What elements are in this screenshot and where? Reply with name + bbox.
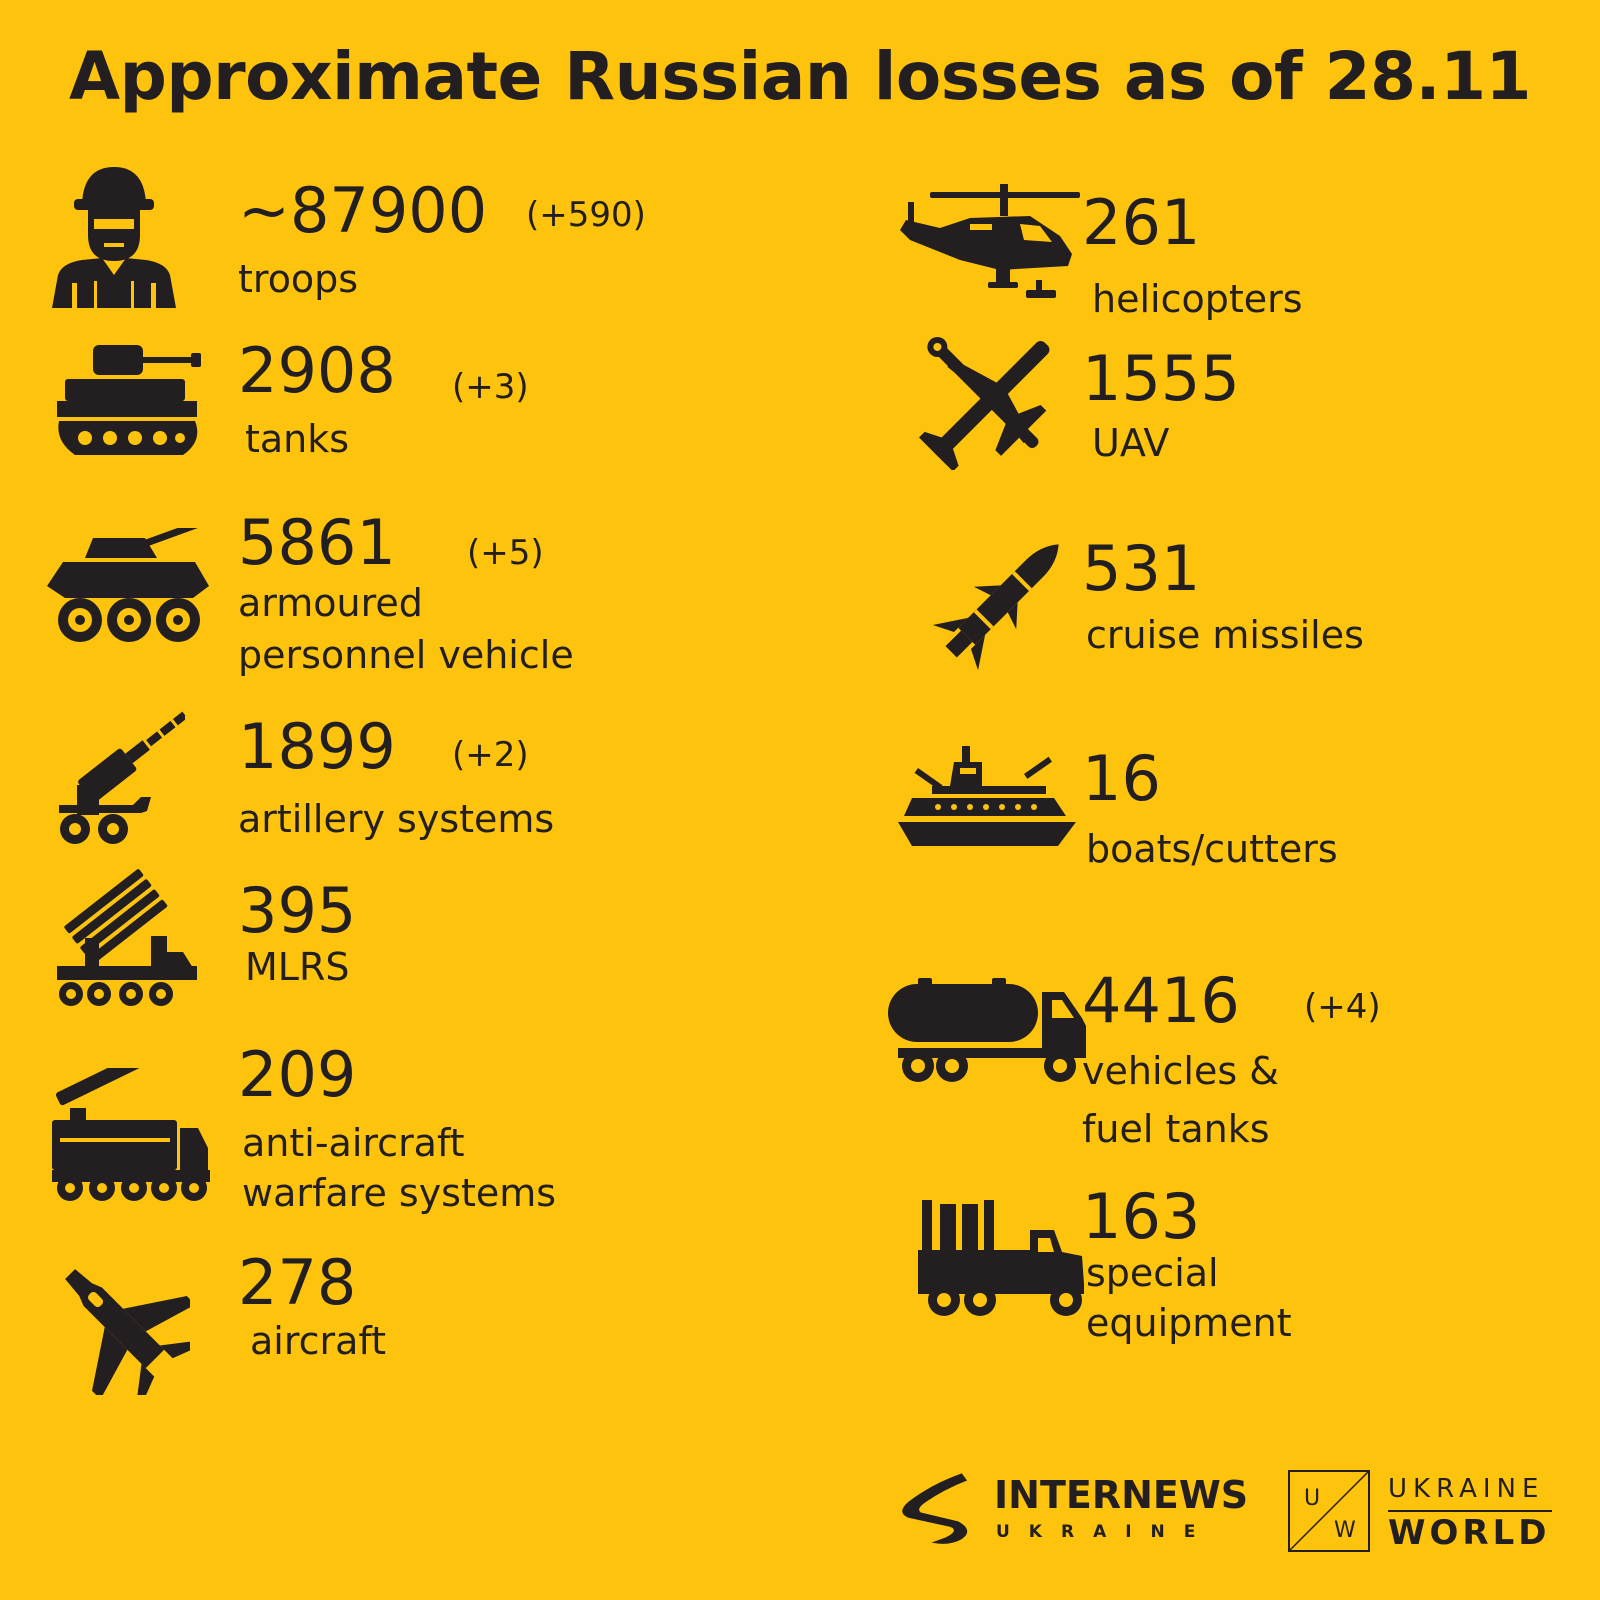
uw-logo-box: U W bbox=[1288, 1470, 1370, 1552]
special-value: 163 bbox=[1082, 1180, 1201, 1253]
internews-wordmark: INTERNEWS bbox=[994, 1473, 1249, 1517]
anti-aircraft-icon bbox=[52, 1068, 214, 1203]
anti-aircraft-value: 209 bbox=[238, 1038, 357, 1111]
artillery-icon bbox=[55, 705, 185, 847]
helicopters-label: helicopters bbox=[1092, 277, 1303, 321]
apc-icon bbox=[45, 528, 213, 648]
ukraine-world-logo: U W UKRAINE WORLD bbox=[1288, 1468, 1588, 1558]
apc-delta: (+5) bbox=[467, 533, 544, 573]
uav-label: UAV bbox=[1092, 421, 1170, 465]
uw-box-bottom-letter: W bbox=[1334, 1518, 1356, 1543]
tanks-value: 2908 bbox=[238, 334, 396, 407]
tanks-label: tanks bbox=[245, 417, 350, 461]
uav-value: 1555 bbox=[1082, 342, 1240, 415]
missile-icon bbox=[925, 538, 1065, 678]
special-label-line1: special bbox=[1086, 1251, 1219, 1295]
helicopter-icon bbox=[900, 180, 1080, 305]
uw-divider bbox=[1388, 1510, 1552, 1512]
uw-wordmark-top: UKRAINE bbox=[1388, 1474, 1545, 1504]
special-label-line2: equipment bbox=[1086, 1301, 1292, 1345]
aircraft-label: aircraft bbox=[250, 1319, 387, 1363]
internews-subtitle: UKRAINE bbox=[996, 1522, 1215, 1542]
soldier-icon bbox=[52, 163, 177, 308]
apc-label-line1: armoured bbox=[238, 581, 423, 625]
apc-value: 5861 bbox=[238, 506, 396, 579]
boats-label: boats/cutters bbox=[1086, 827, 1338, 871]
artillery-value: 1899 bbox=[238, 710, 396, 783]
page-title: Approximate Russian losses as of 28.11 bbox=[69, 38, 1531, 115]
troops-label: troops bbox=[238, 257, 359, 301]
artillery-label: artillery systems bbox=[238, 797, 555, 841]
vehicles-label-line2: fuel tanks bbox=[1082, 1107, 1270, 1151]
anti-aircraft-label-line2: warfare systems bbox=[242, 1171, 557, 1215]
anti-aircraft-label-line1: anti-aircraft bbox=[242, 1121, 465, 1165]
fuel-truck-icon bbox=[888, 978, 1088, 1086]
mlrs-label: MLRS bbox=[245, 945, 350, 989]
missiles-value: 531 bbox=[1082, 532, 1201, 605]
internews-swoosh-icon bbox=[902, 1473, 968, 1544]
tank-icon bbox=[55, 345, 203, 465]
vehicles-delta: (+4) bbox=[1304, 987, 1381, 1027]
helicopters-value: 261 bbox=[1082, 186, 1201, 259]
troops-value: ~87900 bbox=[238, 174, 488, 247]
boat-icon bbox=[898, 742, 1076, 862]
vehicles-value: 4416 bbox=[1082, 964, 1240, 1037]
aircraft-value: 278 bbox=[238, 1246, 357, 1319]
boats-value: 16 bbox=[1082, 742, 1161, 815]
troops-delta: (+590) bbox=[526, 195, 646, 235]
missiles-label: cruise missiles bbox=[1086, 613, 1364, 657]
apc-label-line2: personnel vehicle bbox=[238, 633, 574, 677]
uw-wordmark-bottom: WORLD bbox=[1388, 1513, 1551, 1553]
internews-logo: INTERNEWS UKRAINE bbox=[896, 1466, 1248, 1556]
vehicles-label-line1: vehicles & bbox=[1082, 1049, 1279, 1093]
artillery-delta: (+2) bbox=[452, 735, 529, 775]
special-equipment-icon bbox=[918, 1200, 1086, 1320]
uw-box-top-letter: U bbox=[1304, 1486, 1321, 1511]
tanks-delta: (+3) bbox=[452, 367, 529, 407]
uav-icon bbox=[918, 330, 1060, 470]
mlrs-value: 395 bbox=[238, 874, 357, 947]
aircraft-icon bbox=[52, 1255, 190, 1395]
mlrs-icon bbox=[55, 868, 205, 1008]
